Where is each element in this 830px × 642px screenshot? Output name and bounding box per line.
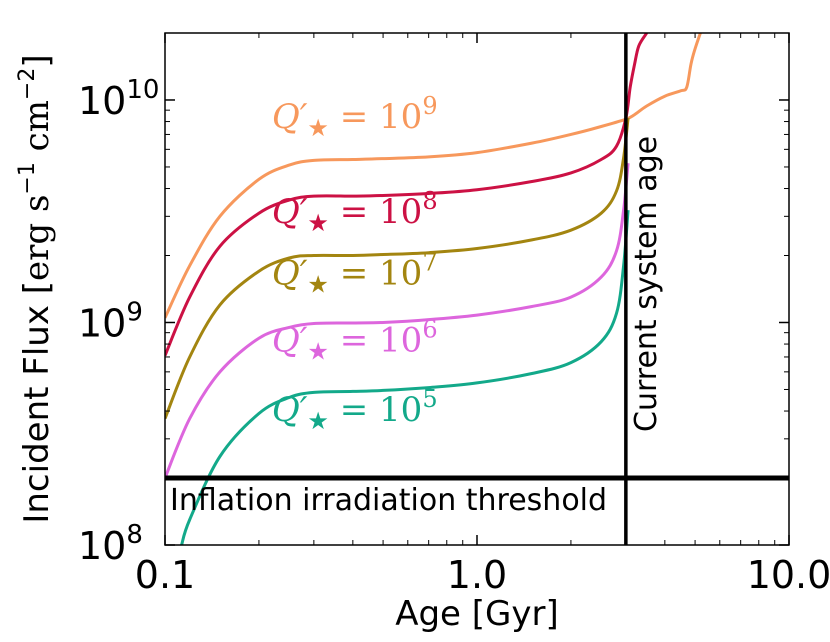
annotations-layer: Current system age Inflation irradiation… (165, 33, 789, 545)
series-line-3 (165, 163, 630, 479)
curves-layer (165, 33, 702, 545)
series-line-1 (165, 33, 648, 357)
x-tick-label-1: 1.0 (447, 553, 507, 597)
x-tick-label-2: 10.0 (747, 553, 830, 597)
series-label-2: Q′★ = 107 (272, 249, 438, 299)
series-label-1: Q′★ = 108 (272, 187, 438, 237)
x-tick-label-0: 0.1 (135, 553, 195, 597)
x-axis-label: Age [Gyr] (395, 594, 559, 634)
series-label-3: Q′★ = 106 (272, 316, 438, 366)
y-axis-label-close: ] (17, 54, 57, 67)
threshold-label: Inflation irradiation threshold (170, 483, 607, 518)
series-line-2 (165, 117, 630, 420)
plot-frame (164, 32, 790, 546)
y-tick-label-1: 109 (78, 297, 143, 345)
y-axis-label-sup2: −2 (15, 68, 40, 100)
series-line-4 (180, 209, 630, 545)
y-axis-label-main: Incident Flux [ (17, 281, 57, 524)
ticks-layer: 0.1 1.0 10.0 108 109 1010 (78, 32, 830, 597)
series-label-0: Q′★ = 109 (272, 92, 438, 142)
series-label-4: Q′★ = 105 (272, 385, 438, 435)
current-age-label: Current system age (629, 136, 664, 432)
series-line-0 (165, 33, 702, 319)
y-tick-label-0: 108 (78, 520, 143, 568)
y-tick-label-2: 1010 (78, 75, 159, 123)
y-axis-label-unit2: cm (17, 100, 57, 162)
y-axis-label-sup1: −1 (15, 162, 40, 194)
y-axis-label-unit1: erg s (17, 195, 57, 281)
y-axis-label: Incident Flux [erg s−1 cm−2] (15, 54, 57, 523)
series-labels: Q′★ = 109 Q′★ = 108 Q′★ = 107 Q′★ = 106 Q′★ … (272, 92, 438, 435)
